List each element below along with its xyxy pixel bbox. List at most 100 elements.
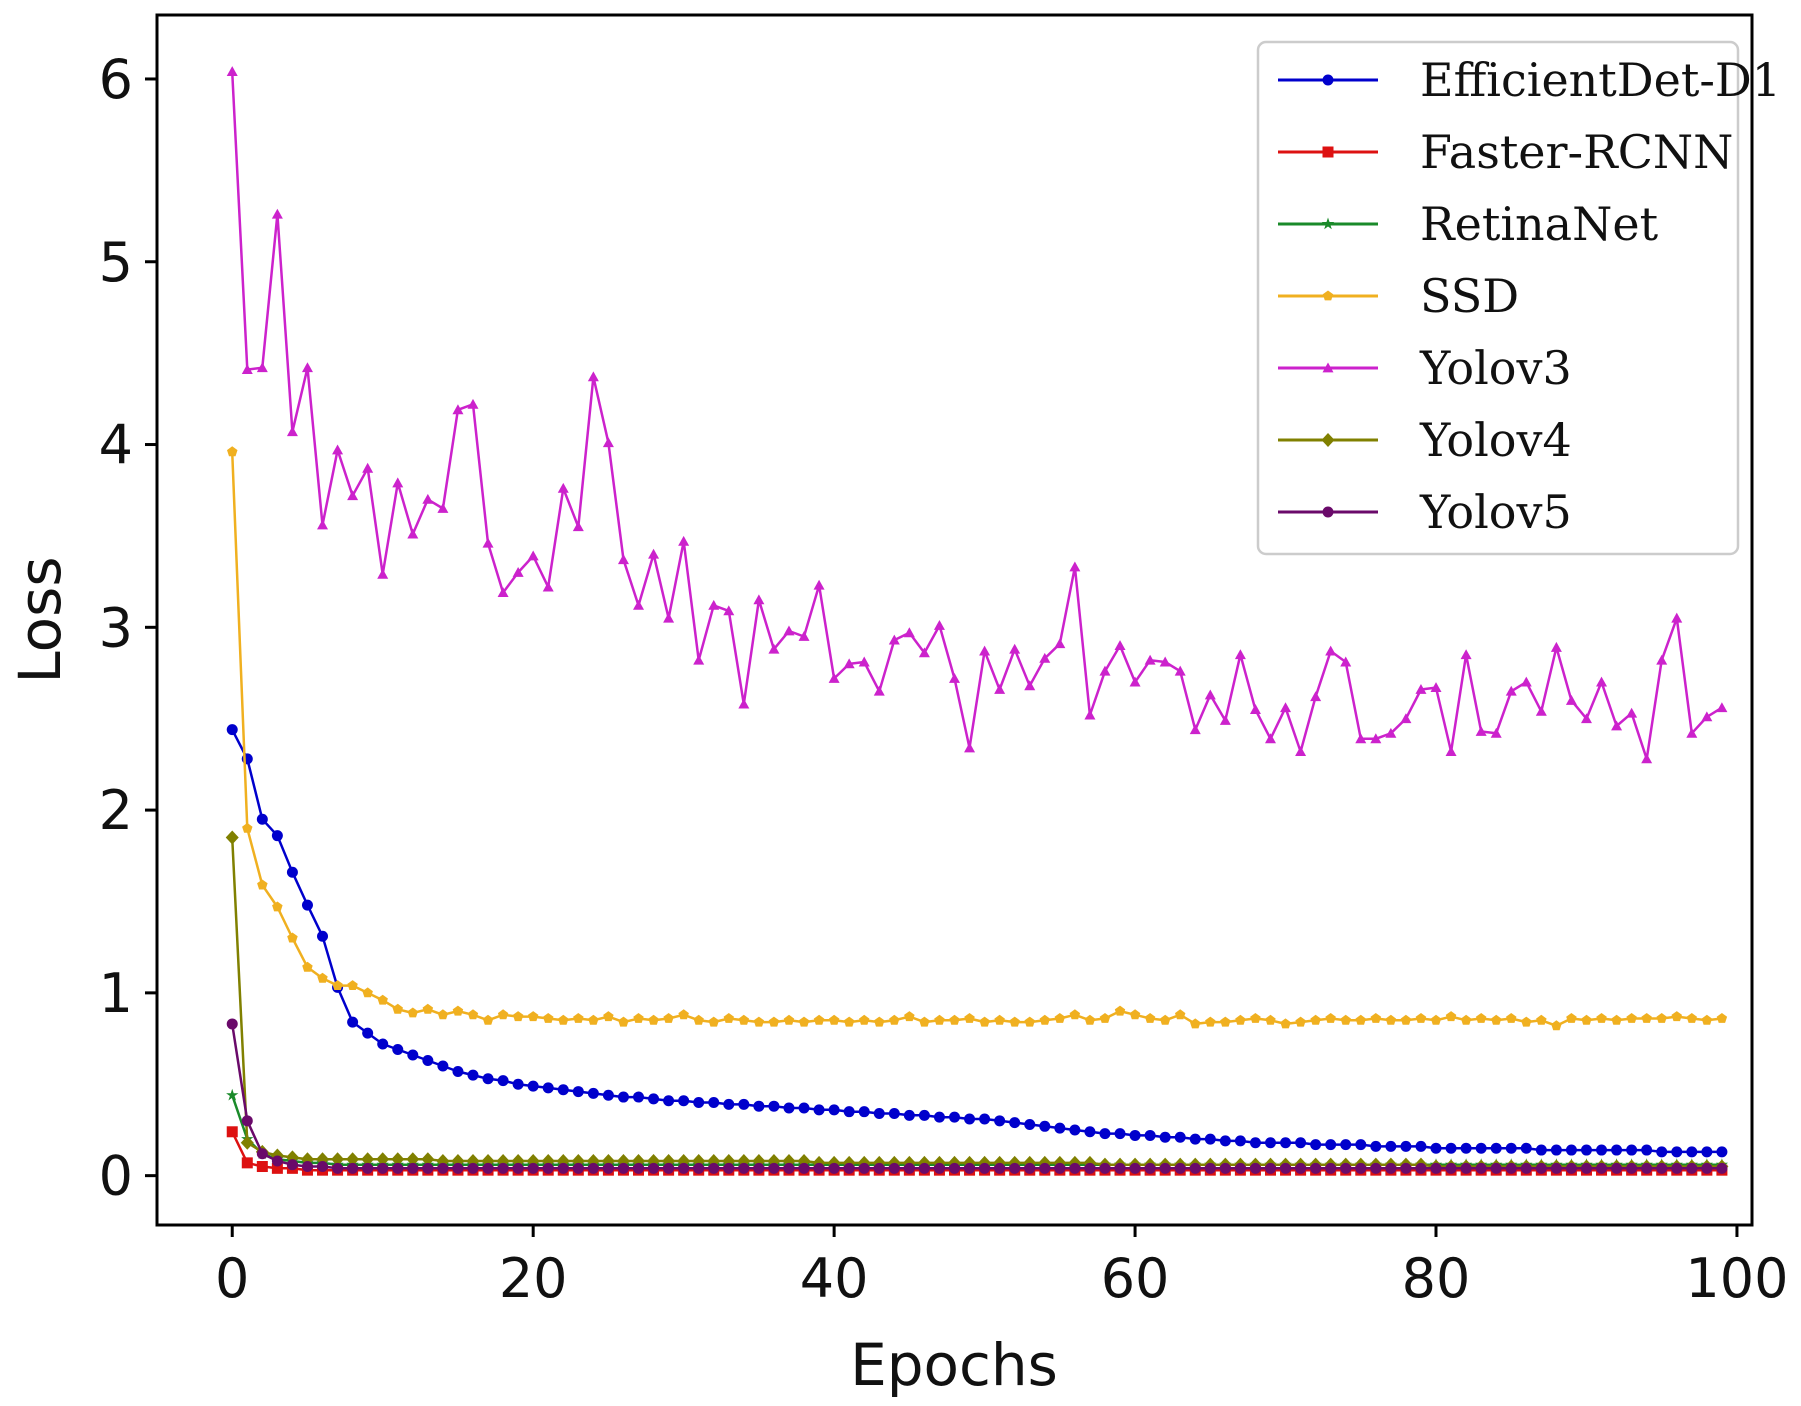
point-yolov5 [1520,1162,1532,1174]
point-ssd [1054,1013,1066,1023]
point-efficientdet-d1 [1505,1142,1517,1154]
point-yolov3 [557,482,569,493]
point-ssd [347,980,358,990]
point-yolov5 [467,1162,479,1174]
series-line-efficientdet-d1 [231,729,1722,1154]
point-faster-rcnn [271,1162,283,1174]
point-yolov3 [1611,720,1623,731]
point-ssd [482,1014,494,1025]
point-yolov5 [1234,1162,1246,1174]
point-efficientdet-d1 [979,1113,991,1125]
point-yolov5 [377,1162,389,1174]
point-yolov5 [392,1162,404,1174]
y-tick-label: 4 [99,414,133,477]
point-yolov3 [994,683,1006,694]
legend-marker [1321,217,1335,230]
point-yolov5 [1430,1162,1442,1174]
point-ssd [1024,1016,1035,1027]
point-yolov5 [1144,1162,1156,1174]
point-yolov5 [317,1161,329,1173]
point-yolov3 [1024,680,1036,691]
point-ssd [768,1016,780,1027]
point-efficientdet-d1 [1159,1131,1171,1143]
legend-entry-retinanet: RetinaNet [1278,197,1659,251]
legend-label: EfficientDet-D1 [1420,53,1781,107]
plot-frame [155,13,1754,1227]
point-ssd [798,1016,810,1027]
point-yolov4 [406,1152,420,1167]
point-yolov3 [1249,704,1261,714]
point-yolov5 [949,1162,960,1174]
point-yolov5 [979,1162,991,1174]
point-yolov3 [1565,694,1577,705]
point-efficientdet-d1 [1701,1146,1713,1158]
point-ssd [1250,1013,1261,1023]
point-ssd [934,1014,945,1025]
point-ssd [332,980,343,990]
point-efficientdet-d1 [617,1091,629,1103]
point-efficientdet-d1 [1475,1142,1487,1154]
point-efficientdet-d1 [347,1016,359,1028]
point-efficientdet-d1 [708,1097,720,1109]
point-efficientdet-d1 [452,1065,464,1077]
point-yolov5 [602,1162,614,1174]
point-yolov3 [467,398,479,409]
point-yolov3 [1641,753,1653,764]
point-efficientdet-d1 [1280,1137,1292,1149]
ticks-layer: 0 20 40 60 80 100 0 1 2 3 4 5 6 [99,48,1789,1310]
point-yolov3 [1204,689,1216,700]
point-ssd [783,1014,795,1025]
y-tick-label: 5 [99,231,133,294]
point-yolov3 [617,554,629,565]
series-line-yolov5 [230,1023,1722,1170]
legend-marker [1322,74,1334,86]
point-yolov3 [1430,682,1442,693]
point-efficientdet-d1 [362,1027,374,1039]
legend-entry-efficientdet-d1: EfficientDet-D1 [1278,53,1781,107]
point-yolov3 [422,493,434,504]
point-ssd [919,1016,930,1027]
point-yolov5 [828,1162,840,1174]
point-yolov5 [1325,1162,1337,1174]
point-ssd [708,1016,719,1027]
point-ssd [302,961,313,972]
point-yolov3 [979,645,991,656]
point-ssd [1325,1013,1336,1023]
point-efficientdet-d1 [1445,1142,1457,1154]
point-efficientdet-d1 [1671,1146,1683,1158]
point-yolov5 [1114,1162,1126,1174]
point-efficientdet-d1 [888,1108,900,1120]
point-efficientdet-d1 [271,830,283,842]
point-efficientdet-d1 [1234,1135,1246,1147]
point-yolov5 [1565,1162,1577,1174]
point-yolov5 [648,1162,660,1174]
point-ssd [1641,1013,1652,1023]
legend-entry-yolov4: Yolov4 [1278,413,1572,467]
point-efficientdet-d1 [1310,1139,1322,1151]
point-ssd [1460,1014,1472,1025]
point-yolov3 [1686,727,1698,738]
point-yolov3 [663,612,675,623]
point-efficientdet-d1 [587,1087,599,1099]
point-yolov3 [768,643,780,654]
point-yolov3 [407,528,419,539]
series-line-ssd [230,451,1723,1028]
point-efficientdet-d1 [1084,1126,1096,1138]
legend-label: Yolov5 [1419,485,1572,539]
point-yolov3 [241,364,253,374]
point-yolov3 [1310,691,1322,702]
point-yolov5 [1385,1162,1397,1174]
legend-label: RetinaNet [1420,197,1659,251]
point-yolov5 [1159,1162,1171,1174]
point-efficientdet-d1 [1535,1144,1547,1156]
point-yolov3 [1400,713,1412,724]
point-yolov5 [452,1162,464,1174]
legend: EfficientDet-D1 Faster-RCNN RetinaNet SSD Yo… [1256,40,1781,556]
point-ssd [1701,1014,1713,1025]
point-yolov5 [964,1162,976,1174]
point-ssd [874,1016,885,1027]
point-yolov5 [1580,1162,1592,1174]
point-ssd [1716,1013,1728,1023]
point-efficientdet-d1 [407,1049,419,1061]
point-yolov3 [1189,724,1201,735]
